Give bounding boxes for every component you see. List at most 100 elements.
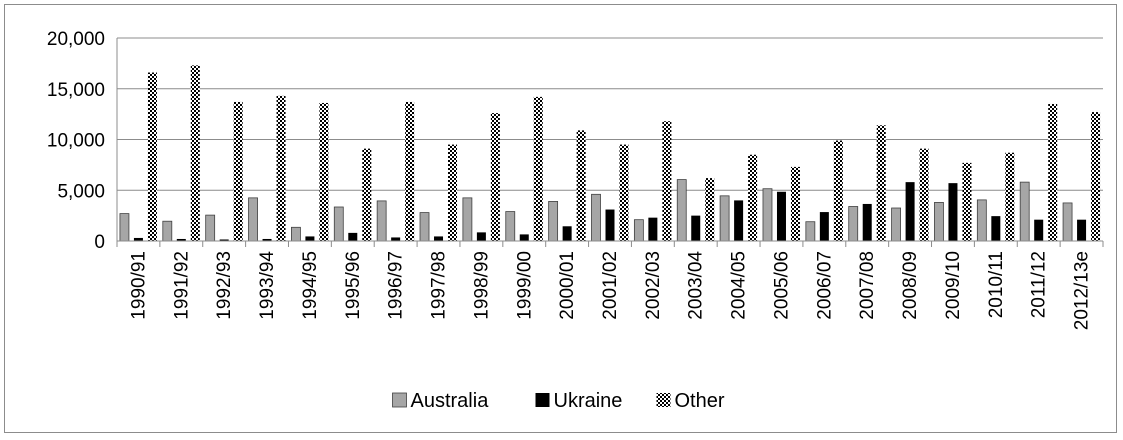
bar-other — [1005, 152, 1015, 241]
bar-australia — [462, 197, 473, 242]
bar-australia — [291, 226, 301, 242]
bar-other — [833, 140, 843, 241]
bar-ukraine — [862, 203, 872, 241]
bar-other — [233, 101, 243, 241]
x-tick-label: 2003/04 — [686, 251, 707, 320]
bar-ukraine — [776, 191, 786, 241]
legend-label-other: Other — [675, 390, 725, 412]
x-tick-label: 1992/93 — [214, 251, 235, 320]
x-tick-label: 1991/92 — [171, 251, 192, 320]
bar-ukraine — [948, 183, 958, 241]
x-tick-label: 2000/01 — [557, 251, 578, 320]
bar-ukraine — [562, 226, 572, 241]
bar-ukraine — [176, 238, 186, 241]
legend: Australia Ukraine Other — [392, 390, 725, 412]
y-tick-labels: 0 5,000 10,000 15,000 20,000 — [47, 29, 105, 253]
y-tick-label: 10,000 — [47, 131, 105, 152]
bar-ukraine — [605, 209, 615, 241]
bar-other — [790, 166, 800, 241]
bar-other — [962, 162, 972, 241]
x-tick-label: 2001/02 — [600, 251, 621, 320]
bar-other — [147, 72, 157, 241]
x-tick-label: 1999/00 — [514, 251, 535, 320]
x-tick-labels: 1990/91 1991/92 1992/93 1993/94 1994/95 1995/… — [128, 251, 1092, 331]
bar-ukraine — [305, 236, 315, 241]
bar-ukraine — [691, 215, 701, 241]
legend-label-ukraine: Ukraine — [554, 390, 623, 412]
x-tick-label: 2005/06 — [771, 251, 792, 320]
bar-australia — [805, 221, 816, 242]
chart-frame — [4, 4, 1117, 433]
bar-other — [319, 102, 329, 242]
bar-ukraine — [476, 232, 486, 241]
bar-other — [190, 65, 200, 241]
bar-australia — [719, 195, 730, 242]
bar-ukraine — [1077, 219, 1087, 241]
bar-ukraine — [262, 238, 272, 241]
bar-ukraine — [734, 200, 744, 241]
bar-other — [405, 101, 415, 241]
bar-other — [448, 144, 458, 241]
bar-australia — [248, 197, 258, 242]
bar-ukraine — [133, 237, 143, 241]
bar-australia — [762, 188, 773, 242]
bar-ukraine — [819, 212, 829, 241]
bar-australia — [934, 202, 944, 242]
legend-swatch-other — [656, 393, 671, 407]
x-tick-label: 2002/03 — [643, 251, 664, 320]
bar-other — [876, 125, 886, 241]
x-tick-label: 2006/07 — [814, 251, 835, 320]
legend-swatch-australia — [392, 392, 407, 408]
gridlines — [117, 37, 1103, 191]
bar-other — [576, 130, 586, 241]
y-tick-label: 5,000 — [57, 181, 105, 202]
x-tick-label: 2004/05 — [729, 251, 750, 320]
x-tick-label: 2012/13e — [1072, 251, 1093, 330]
bar-ukraine — [391, 237, 401, 241]
bar-other — [619, 144, 629, 241]
bar-other — [1048, 103, 1058, 241]
x-tick-label: 1997/98 — [429, 251, 450, 320]
bar-other — [276, 95, 286, 241]
bar-other — [705, 178, 715, 241]
x-tick-label: 2007/08 — [857, 251, 878, 320]
bar-ukraine — [519, 234, 529, 241]
bar-ukraine — [219, 239, 229, 241]
bar-other — [362, 148, 372, 241]
bar-other — [1091, 112, 1101, 241]
bar-other — [662, 121, 672, 241]
x-tick-label: 2010/11 — [986, 251, 1007, 318]
axes — [116, 38, 1104, 247]
bar-australia — [333, 206, 344, 242]
bar-australia — [891, 207, 901, 242]
bar-australia — [848, 206, 859, 242]
bar-ukraine — [1034, 219, 1044, 241]
bar-australia — [548, 201, 559, 242]
bar-other — [748, 154, 758, 241]
x-tick-label: 1994/95 — [300, 251, 321, 320]
bar-ukraine — [434, 236, 444, 241]
y-tick-label: 0 — [94, 232, 105, 253]
x-tick-label: 1998/99 — [471, 251, 492, 320]
bar-australia — [633, 219, 644, 242]
legend-swatch-ukraine — [535, 393, 550, 407]
bar-australia — [119, 213, 130, 242]
x-tick-label: 2011/12 — [1029, 251, 1050, 318]
x-tick-label: 1990/91 — [128, 251, 149, 320]
y-tick-label: 15,000 — [47, 80, 105, 101]
x-tick-label: 1993/94 — [257, 251, 278, 320]
bar-australia — [1019, 181, 1030, 242]
bar-australia — [376, 200, 387, 242]
bar-ukraine — [905, 182, 915, 241]
bar-other — [533, 96, 543, 242]
y-tick-label: 20,000 — [47, 29, 105, 50]
bar-other — [490, 113, 500, 241]
bar-other — [919, 148, 929, 241]
bars — [119, 65, 1101, 242]
bar-australia — [676, 179, 687, 242]
bar-australia — [591, 193, 601, 242]
bar-australia — [419, 212, 430, 242]
bar-australia — [505, 211, 516, 242]
bar-ukraine — [648, 217, 658, 241]
x-tick-label: 1995/96 — [343, 251, 364, 320]
